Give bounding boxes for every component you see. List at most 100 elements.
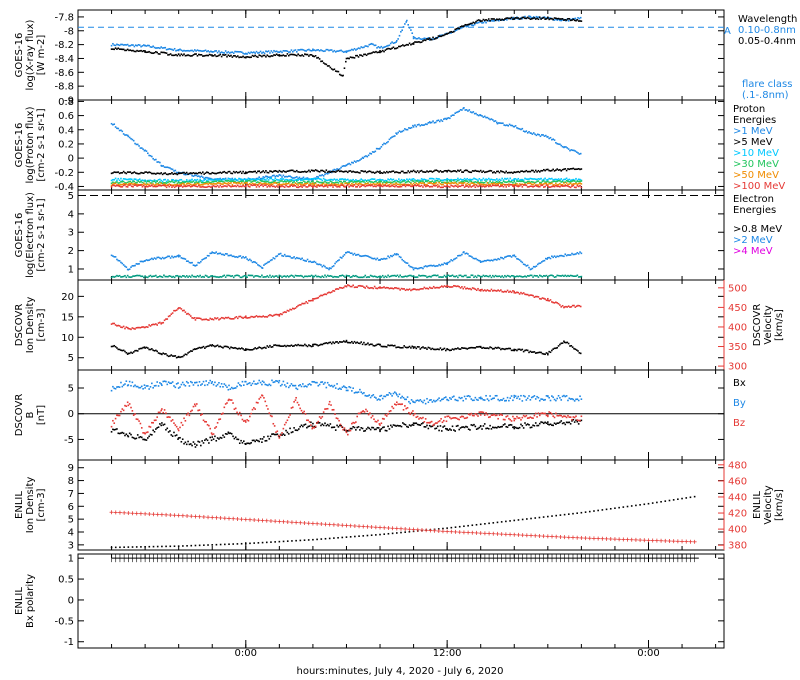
legend-entry: >100 MeV bbox=[733, 181, 785, 192]
legend-entry: >0.8 MeV bbox=[733, 224, 782, 235]
y2-tick-label: 350 bbox=[728, 342, 747, 353]
y2-axis-label: DSCOVRVelocity[km/s] bbox=[752, 304, 785, 347]
legend-entry: Bx bbox=[733, 378, 746, 389]
y2-tick-label: 400 bbox=[728, 322, 747, 333]
series-density bbox=[110, 339, 582, 359]
series-baseline bbox=[110, 274, 583, 279]
y-axis-label: DSCOVRB[nT] bbox=[14, 394, 47, 437]
y-tick-label: 0.2 bbox=[58, 139, 74, 150]
panel-frame bbox=[77, 459, 725, 551]
y-tick-label: 8 bbox=[68, 476, 74, 487]
flare-class-label: flare class bbox=[742, 79, 792, 90]
y2-tick-label: 460 bbox=[728, 476, 747, 487]
y-tick-label: 5 bbox=[68, 353, 74, 364]
series-0-10-0-8nm bbox=[110, 15, 582, 55]
y-tick-label: 0 bbox=[68, 154, 74, 165]
legend-entry: 0.05-0.4nm bbox=[738, 36, 796, 47]
y-tick-label: -7.8 bbox=[54, 12, 74, 23]
y-tick-label: 9 bbox=[68, 463, 74, 474]
panel-frame bbox=[77, 189, 725, 281]
y2-tick-label: 500 bbox=[728, 283, 747, 294]
y-tick-label: -8.8 bbox=[54, 82, 74, 93]
y-tick-label: -0.5 bbox=[54, 616, 74, 627]
y-tick-label: 5 bbox=[68, 384, 74, 395]
y-tick-label: 5 bbox=[68, 191, 74, 202]
panel-frame bbox=[77, 553, 725, 649]
legend-title: Energies bbox=[733, 115, 776, 126]
y-tick-label: 1 bbox=[68, 264, 74, 275]
y-tick-label: -1 bbox=[64, 637, 74, 648]
y-tick-label: 7 bbox=[68, 489, 74, 500]
y-tick-label: 3 bbox=[68, 540, 74, 551]
legend-entry: >2 MeV bbox=[733, 235, 773, 246]
y2-tick-label: 440 bbox=[728, 492, 747, 503]
y-tick-label: 1 bbox=[68, 554, 74, 565]
legend-title: Electron bbox=[733, 194, 774, 205]
y-tick-label: 0.8 bbox=[58, 97, 74, 108]
panel-1: -7.8 -8 -8.2 -8.4 -8.6 -8.8 -9 GOES-16log(X-ray… bbox=[14, 9, 797, 107]
series-by bbox=[110, 379, 583, 405]
y-tick-label: 20 bbox=[61, 292, 74, 303]
y2-tick-label: 420 bbox=[728, 509, 747, 520]
y-tick-label: -8.2 bbox=[54, 40, 74, 51]
series-velocity bbox=[109, 510, 697, 544]
series--1-mev bbox=[110, 107, 582, 182]
y-tick-label: 4 bbox=[68, 209, 74, 220]
y-axis-label: DSCOVRIon Density[cm-3] bbox=[14, 297, 47, 354]
y-tick-label: 10 bbox=[61, 333, 74, 344]
y-tick-label: 3 bbox=[68, 228, 74, 239]
y-axis-label: GOES-16log(X-ray flux)[W m-2] bbox=[14, 19, 47, 90]
y2-tick-label: 300 bbox=[728, 362, 747, 373]
y-tick-label: 6 bbox=[68, 502, 74, 513]
y-tick-label: 0 bbox=[68, 409, 74, 420]
legend-entry: Bz bbox=[733, 418, 745, 429]
series-bz bbox=[110, 394, 583, 439]
panel-frame bbox=[77, 99, 725, 191]
legend-entry: >30 MeV bbox=[733, 159, 779, 170]
x-axis-title: hours:minutes, July 4, 2020 - July 6, 20… bbox=[297, 666, 504, 677]
y-tick-label: 0.4 bbox=[58, 125, 74, 136]
y2-tick-label: 400 bbox=[728, 525, 747, 536]
y-tick-label: -0.4 bbox=[54, 182, 74, 193]
y-tick-label: -8 bbox=[64, 26, 74, 37]
series-density bbox=[110, 495, 696, 549]
series--5-mev bbox=[110, 167, 583, 176]
panel-2: 0.8 0.6 0.4 0.2 0 -0.2 -0.4 GOES-16log(Proton f… bbox=[14, 97, 785, 193]
panel-5: 5 0 -5 DSCOVRB[nT] Bx By Bz bbox=[14, 369, 746, 461]
y2-tick-label: 480 bbox=[728, 460, 747, 471]
y-axis-label: GOES-16log(Electron flux)[cm-2 s-1 sr-1] bbox=[14, 192, 47, 278]
panel-frame bbox=[77, 369, 725, 461]
y-tick-label: 0.6 bbox=[58, 111, 74, 122]
panel-7: 1 0.5 0 -0.5 -1 ENLILBx polarity bbox=[14, 553, 725, 649]
series-0-05-0-4nm bbox=[110, 16, 583, 77]
legend-title: Proton bbox=[733, 104, 765, 115]
y-tick-label: 15 bbox=[61, 312, 74, 323]
legend-entry: >1 MeV bbox=[733, 126, 773, 137]
series-polarity bbox=[111, 554, 699, 563]
y-tick-label: 0.5 bbox=[58, 575, 74, 586]
y2-tick-label: 450 bbox=[728, 303, 747, 314]
y-tick-label: 0 bbox=[68, 595, 74, 606]
y-axis-label: ENLILBx polarity bbox=[14, 574, 36, 628]
flare-class-marker: A bbox=[724, 26, 731, 37]
panel-3: 5 4 3 2 1 GOES-16log(Electron flux)[cm-2 s-1 … bbox=[14, 189, 782, 281]
y-tick-label: 5 bbox=[68, 515, 74, 526]
legend: Bx By Bz bbox=[733, 378, 746, 429]
x-tick-label: 0:00 bbox=[637, 648, 659, 659]
y2-axis-label: ENLILVelocity[km/s] bbox=[752, 485, 785, 524]
y-tick-label: 4 bbox=[68, 528, 74, 539]
legend-entry: >50 MeV bbox=[733, 170, 779, 181]
x-tick-label: 12:00 bbox=[433, 648, 462, 659]
legend-entry: >5 MeV bbox=[733, 137, 773, 148]
y2-tick-label: 380 bbox=[728, 541, 747, 552]
y-tick-label: -0.2 bbox=[54, 168, 74, 179]
legend-entry: By bbox=[733, 398, 746, 409]
y-axis-label: GOES-16log(Proton flux)[cm-2 s-1 sr-1] bbox=[14, 106, 47, 183]
y-tick-label: 2 bbox=[68, 246, 74, 257]
chart-panels: -7.8 -8 -8.2 -8.4 -8.6 -8.8 -9 GOES-16log(X-ray… bbox=[14, 9, 797, 659]
legend-title: Wavelength bbox=[738, 14, 797, 25]
